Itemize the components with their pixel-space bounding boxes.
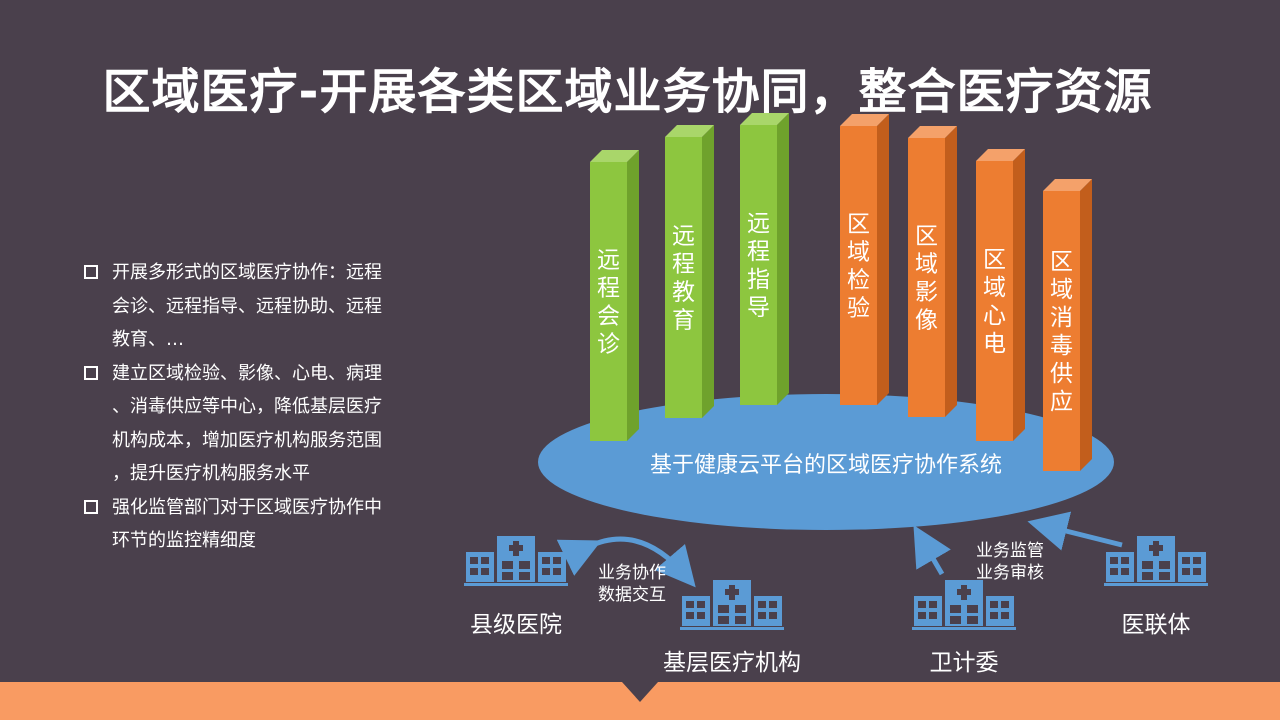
pillar-3: 区域检验 — [840, 114, 889, 405]
pillar-label: 区域检验 — [847, 212, 870, 322]
pillar-side — [777, 113, 789, 405]
supervise-arrow — [913, 525, 951, 576]
square-bullet-icon — [84, 365, 98, 380]
node-county-hospital: 县级医院 — [470, 612, 562, 638]
platform-ellipse — [538, 394, 1114, 530]
pillar-label: 区域影像 — [915, 224, 938, 334]
square-bullet-icon — [84, 499, 98, 514]
pillar-side — [702, 125, 714, 418]
pillar-front — [1043, 191, 1080, 471]
page-title: 区域医疗-开展各类区域业务协同，整合医疗资源 — [102, 64, 1153, 120]
bullet-line: ，提升医疗机构服务水平 — [112, 463, 310, 484]
pillar-side — [945, 126, 957, 417]
alliance-arrow — [1027, 511, 1123, 551]
pillar-top — [908, 126, 957, 138]
bullet-line: 建立区域检验、影像、心电、病理 — [112, 362, 382, 384]
bullet-list: 开展多形式的区域医疗协作：远程 会诊、远程指导、远程协助、远程 教育、… 建立区… — [82, 256, 402, 558]
node-primary-care: 基层医疗机构 — [663, 650, 801, 676]
bullet-item: 强化监管部门对于区域医疗协作中 环节的监控精细度 — [82, 491, 402, 558]
node-medical-alliance: 医联体 — [1122, 612, 1191, 638]
bullet-line: 机构成本，增加医疗机构服务范围 — [112, 429, 382, 451]
pillar-label: 区域消毒供应 — [1050, 249, 1073, 415]
bullet-line: 开展多形式的区域医疗协作：远程 — [112, 262, 382, 283]
supervise-annotation-line: 业务审核 — [976, 563, 1044, 583]
pillar-label: 远程会诊 — [597, 248, 620, 358]
collab-arrow — [556, 536, 696, 588]
square-bullet-icon — [84, 265, 98, 279]
pillar-side — [877, 114, 889, 405]
pillar-side — [627, 150, 639, 441]
pillar-front — [976, 161, 1013, 441]
pillar-label: 区域心电 — [983, 247, 1006, 357]
bullet-line: 会诊、远程指导、远程协助、远程 — [112, 295, 382, 317]
pillar-top — [840, 114, 889, 126]
node-health-commission: 卫计委 — [930, 650, 999, 676]
bullet-item: 建立区域检验、影像、心电、病理 、消毒供应等中心，降低基层医疗 机构成本，增加医… — [82, 357, 402, 491]
bullet-line: 环节的监控精细度 — [112, 530, 256, 551]
bullet-line: 教育、… — [112, 329, 184, 350]
pillar-front — [590, 162, 627, 441]
pillar-front — [665, 137, 702, 418]
pillar-front — [840, 126, 877, 405]
pillar-top — [740, 113, 789, 125]
pillar-5: 区域心电 — [976, 149, 1025, 441]
bullet-item: 开展多形式的区域医疗协作：远程 会诊、远程指导、远程协助、远程 教育、… — [82, 256, 402, 357]
bottom-notch — [622, 682, 658, 702]
hospital-building-icon — [464, 536, 568, 586]
bullet-line: 、消毒供应等中心，降低基层医疗 — [112, 396, 382, 417]
pillar-side — [1013, 149, 1025, 441]
pillar-top — [1043, 179, 1092, 191]
bullet-line: 强化监管部门对于区域医疗协作中 — [112, 496, 382, 518]
pillar-1: 远程教育 — [665, 125, 714, 418]
hospital-building-icon — [912, 580, 1016, 630]
supervise-annotation-line: 业务监管 — [976, 541, 1044, 561]
collab-annotation-line: 业务协作 — [598, 563, 666, 583]
pillar-side — [1080, 179, 1092, 471]
pillar-top — [590, 150, 639, 162]
pillar-top — [976, 149, 1025, 161]
pillar-0: 远程会诊 — [590, 150, 639, 441]
pillar-label: 远程教育 — [672, 224, 695, 334]
pillar-4: 区域影像 — [908, 126, 957, 417]
pillar-front — [908, 138, 945, 417]
pillar-label: 远程指导 — [747, 211, 770, 321]
platform-label: 基于健康云平台的区域医疗协作系统 — [650, 453, 1002, 478]
pillar-6: 区域消毒供应 — [1043, 179, 1092, 471]
pillar-2: 远程指导 — [740, 113, 789, 405]
pillar-front — [740, 125, 777, 405]
pillar-group: 远程会诊 远程教育 远程指导 区域检验 区域影像 区域心电 区域消毒供应 — [590, 113, 1092, 471]
collab-annotation-line: 数据交互 — [598, 585, 666, 605]
hospital-building-icon — [680, 580, 784, 630]
pillar-top — [665, 125, 714, 137]
